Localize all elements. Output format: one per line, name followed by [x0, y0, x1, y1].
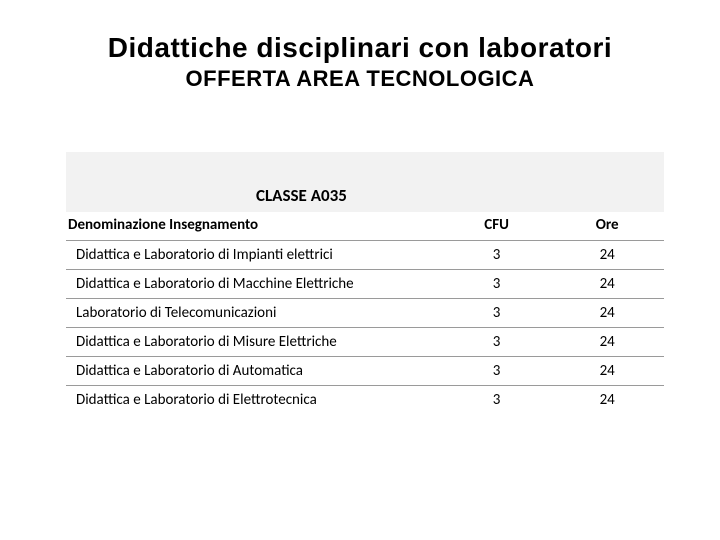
course-table-container: CLASSE A035 Denominazione Insegnamento C…	[66, 152, 664, 414]
cell-cfu: 3	[443, 328, 551, 357]
course-table: Denominazione Insegnamento CFU Ore Didat…	[66, 212, 664, 414]
table-row: Didattica e Laboratorio di Elettrotecnic…	[66, 386, 664, 415]
table-row: Laboratorio di Telecomunicazioni 3 24	[66, 299, 664, 328]
cell-name: Didattica e Laboratorio di Impianti elet…	[66, 241, 443, 270]
page-subtitle: OFFERTA AREA TECNOLOGICA	[28, 66, 692, 92]
cell-ore: 24	[550, 241, 664, 270]
cell-ore: 24	[550, 386, 664, 415]
cell-name: Didattica e Laboratorio di Misure Elettr…	[66, 328, 443, 357]
table-row: Didattica e Laboratorio di Misure Elettr…	[66, 328, 664, 357]
cell-name: Didattica e Laboratorio di Macchine Elet…	[66, 270, 443, 299]
col-header-name: Denominazione Insegnamento	[66, 212, 443, 241]
col-header-ore: Ore	[550, 212, 664, 241]
cell-name: Didattica e Laboratorio di Elettrotecnic…	[66, 386, 443, 415]
cell-cfu: 3	[443, 241, 551, 270]
class-header: CLASSE A035	[66, 152, 664, 212]
cell-cfu: 3	[443, 270, 551, 299]
cell-ore: 24	[550, 328, 664, 357]
cell-ore: 24	[550, 357, 664, 386]
page-title: Didattiche disciplinari con laboratori	[28, 32, 692, 64]
cell-name: Laboratorio di Telecomunicazioni	[66, 299, 443, 328]
col-header-cfu: CFU	[443, 212, 551, 241]
cell-ore: 24	[550, 270, 664, 299]
cell-name: Didattica e Laboratorio di Automatica	[66, 357, 443, 386]
cell-cfu: 3	[443, 386, 551, 415]
class-label: CLASSE A035	[256, 185, 347, 206]
table-header-row: Denominazione Insegnamento CFU Ore	[66, 212, 664, 241]
table-row: Didattica e Laboratorio di Automatica 3 …	[66, 357, 664, 386]
table-row: Didattica e Laboratorio di Macchine Elet…	[66, 270, 664, 299]
cell-ore: 24	[550, 299, 664, 328]
cell-cfu: 3	[443, 299, 551, 328]
table-row: Didattica e Laboratorio di Impianti elet…	[66, 241, 664, 270]
cell-cfu: 3	[443, 357, 551, 386]
